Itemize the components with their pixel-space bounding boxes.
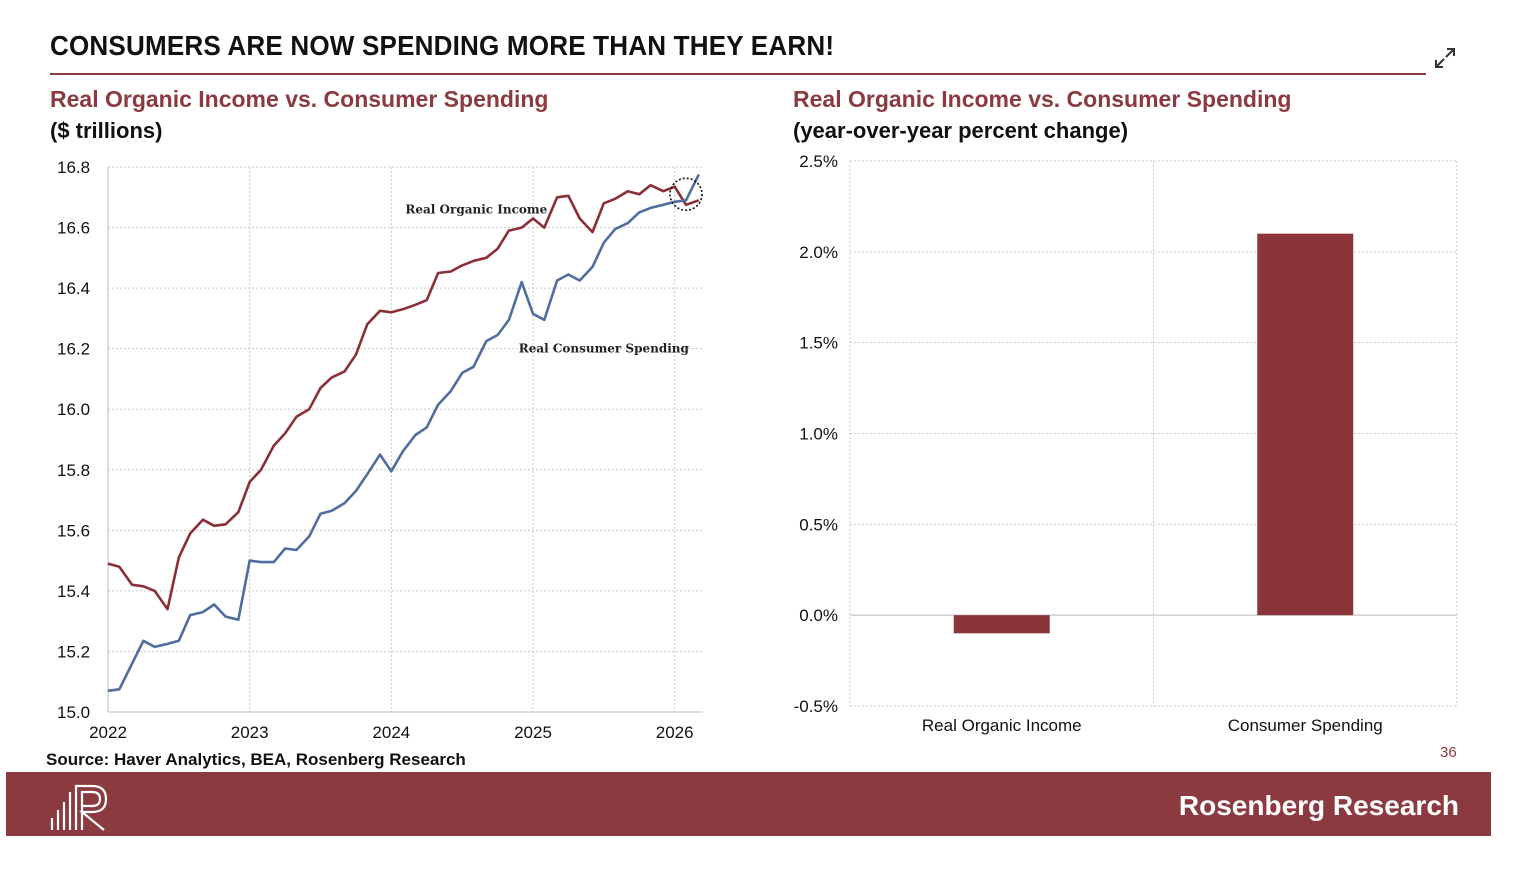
- right-chart-subtitle: (year-over-year percent change): [793, 118, 1129, 143]
- y-tick-label: 2.0%: [799, 243, 838, 262]
- left-chart-subtitle: ($ trillions): [50, 118, 163, 143]
- income-line-label: Real Organic Income: [405, 202, 547, 216]
- y-tick-label: 15.8: [57, 461, 90, 480]
- y-tick-label: 2.5%: [799, 152, 838, 171]
- spending-series-line: [107, 174, 700, 693]
- y-tick-label: 1.5%: [799, 334, 838, 353]
- x-tick-label: 2023: [231, 723, 269, 742]
- y-tick-label: 0.0%: [799, 606, 838, 625]
- page-number: 36: [1440, 744, 1457, 761]
- category-label: Real Organic Income: [922, 716, 1082, 735]
- footer-brand: Rosenberg Research: [1178, 790, 1459, 821]
- footer-bar: Rosenberg Research: [6, 772, 1491, 836]
- y-tick-label: 15.0: [57, 703, 90, 722]
- y-tick-label: -0.5%: [794, 697, 838, 716]
- y-tick-label: 1.0%: [799, 425, 838, 444]
- y-tick-label: 0.5%: [799, 515, 838, 534]
- spending-line-label: Real Consumer Spending: [519, 342, 690, 356]
- x-tick-label: 2022: [89, 723, 127, 742]
- y-tick-label: 15.2: [57, 642, 90, 661]
- rosenberg-logo-icon: [50, 784, 108, 831]
- source-note: Source: Haver Analytics, BEA, Rosenberg …: [46, 750, 466, 769]
- income-series-line: [107, 183, 700, 611]
- spending-bar: [1257, 233, 1354, 616]
- y-tick-label: 16.6: [57, 219, 90, 238]
- y-tick-label: 16.4: [57, 279, 90, 298]
- crossover-highlight-circle: [669, 177, 703, 212]
- title-divider: [50, 73, 1426, 75]
- income-bar: [953, 615, 1050, 634]
- y-tick-label: 16.8: [57, 158, 90, 177]
- left-chart-title: Real Organic Income vs. Consumer Spendin…: [50, 86, 549, 112]
- y-tick-label: 15.4: [57, 582, 90, 601]
- y-tick-label: 16.0: [57, 400, 90, 419]
- y-tick-label: 16.2: [57, 340, 90, 359]
- slide-title: CONSUMERS ARE NOW SPENDING MORE THAN THE…: [50, 30, 835, 61]
- x-tick-label: 2024: [372, 723, 410, 742]
- bar-chart: 2.5% 2.0% 1.5% 1.0% 0.5% 0.0% -0.5% Real Organi…: [794, 152, 1458, 735]
- x-tick-label: 2025: [514, 723, 552, 742]
- right-chart-title: Real Organic Income vs. Consumer Spendin…: [793, 86, 1292, 112]
- expand-icon[interactable]: [1432, 45, 1458, 71]
- category-label: Consumer Spending: [1228, 716, 1383, 735]
- line-chart: 16.8 16.6 16.4 16.2 16.0 15.8 15.6 15.4 15.2 15.0…: [57, 158, 703, 742]
- x-tick-label: 2026: [656, 723, 694, 742]
- y-tick-label: 15.6: [57, 521, 90, 540]
